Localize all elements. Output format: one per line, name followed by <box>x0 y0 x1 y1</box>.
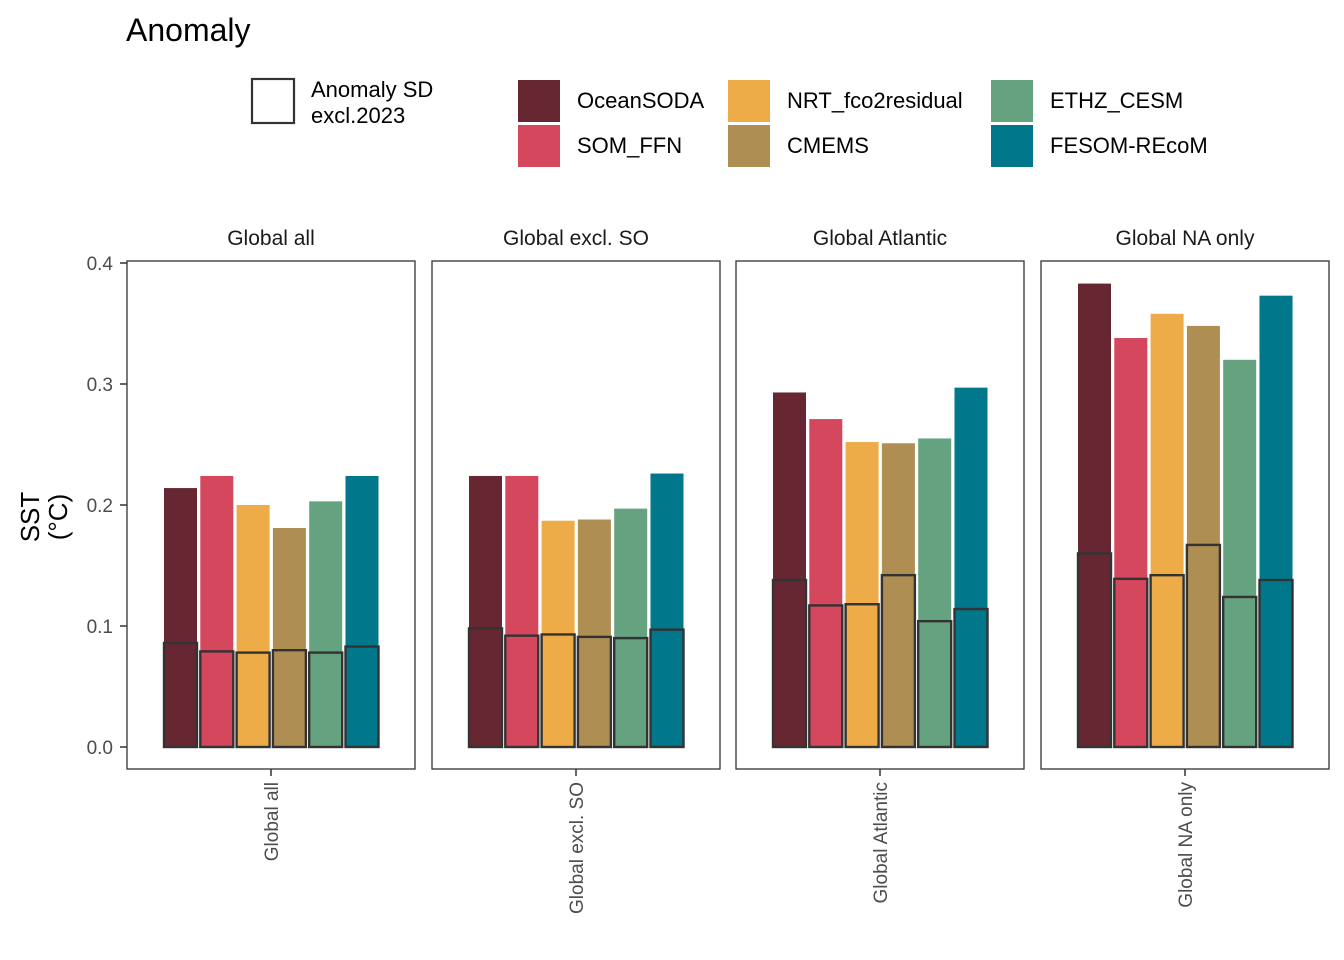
anomaly-bar-som-ffn <box>200 475 234 747</box>
anomaly-bar-fesom-recom <box>1259 295 1293 747</box>
legend-key-fesom-recom <box>991 125 1033 167</box>
legend-key-oceansoda <box>518 80 560 122</box>
sd-bar-nrt-fco2residual <box>844 603 880 749</box>
sd-bar-cmems <box>880 573 917 749</box>
sd-bar-cmems <box>1185 543 1222 749</box>
sd-bar-ethz-cesm <box>308 651 344 749</box>
sd-bar-oceansoda <box>162 641 199 749</box>
sd-bar-fesom-recom <box>1258 578 1294 749</box>
panel-strip-label: Global NA only <box>1116 227 1255 250</box>
panel-global-all: Global all Global all <box>126 227 416 861</box>
panel-global-na-only: Global NA only Global NA only <box>1040 227 1330 908</box>
anomaly-bar-cmems <box>272 527 306 747</box>
legend-key-cmems <box>728 125 770 167</box>
anomaly-bar-oceansoda <box>469 475 502 747</box>
anomaly-bar-oceansoda <box>164 488 197 747</box>
chart-title: Anomaly <box>126 12 251 48</box>
sd-bar-ethz-cesm <box>613 636 649 749</box>
y-axis-title: SST (°C) <box>15 492 73 543</box>
legend-label-fesom-recom: FESOM-REcoM <box>1050 133 1208 158</box>
anomaly-bar-fesom-recom <box>345 475 379 747</box>
legend-label-cmems: CMEMS <box>787 133 869 158</box>
legend: Anomaly SD excl.2023 OceanSODA SOM_FFN NRT… <box>250 77 1208 167</box>
x-tick-label: Global all <box>262 782 283 861</box>
sd-bar-oceansoda <box>467 627 504 749</box>
y-tick-label: 0.3 <box>87 375 113 396</box>
sd-bar-fesom-recom <box>953 607 989 749</box>
y-axis-label: SST <box>15 492 45 543</box>
legend-sd-label-line2: excl.2023 <box>311 103 405 128</box>
x-tick-label: Global NA only <box>1176 782 1197 908</box>
y-tick-label: 0.1 <box>87 617 113 638</box>
sd-bar-som-ffn <box>1113 577 1149 749</box>
anomaly-bar-nrt-fco2residual <box>845 442 879 747</box>
legend-sd-key <box>250 77 296 125</box>
sd-bar-cmems <box>271 649 308 749</box>
sd-bar-fesom-recom <box>344 645 380 749</box>
sd-bar-cmems <box>576 635 613 749</box>
panel-global-excl-so: Global excl. SO Global excl. SO <box>431 227 721 914</box>
anomaly-bar-som-ffn <box>809 419 843 747</box>
y-tick-label: 0.0 <box>87 738 113 759</box>
anomaly-bar-fesom-recom <box>650 473 684 747</box>
legend-key-som-ffn <box>518 125 560 167</box>
anomaly-bar-oceansoda <box>1078 283 1111 747</box>
sd-bar-nrt-fco2residual <box>1149 573 1185 749</box>
sd-bar-som-ffn <box>199 650 235 749</box>
anomaly-bar-cmems <box>1186 325 1220 747</box>
anomaly-bar-cmems <box>577 519 611 747</box>
sd-bar-fesom-recom <box>649 628 685 749</box>
x-tick-label: Global excl. SO <box>567 782 588 914</box>
x-tick-label: Global Atlantic <box>871 782 892 903</box>
legend-key-ethz-cesm <box>991 80 1033 122</box>
sd-bar-nrt-fco2residual <box>540 633 576 749</box>
sd-bar-som-ffn <box>808 604 844 749</box>
anomaly-bar-ethz-cesm <box>1223 359 1257 747</box>
y-axis-unit: (°C) <box>43 494 73 541</box>
panel-strip-label: Global all <box>227 227 315 250</box>
sd-bar-ethz-cesm <box>1221 595 1258 749</box>
sd-bar-som-ffn <box>504 634 540 749</box>
sd-bar-oceansoda <box>1076 552 1113 749</box>
legend-label-som-ffn: SOM_FFN <box>577 133 682 158</box>
y-axis: 0.0 0.1 0.2 0.3 0.4 <box>87 254 127 759</box>
anomaly-bar-ethz-cesm <box>918 438 952 747</box>
anomaly-bar-cmems <box>881 443 915 747</box>
legend-sd-label-line1: Anomaly SD <box>311 77 433 102</box>
anomaly-bar-nrt-fco2residual <box>1150 313 1184 747</box>
anomaly-bar-oceansoda <box>773 392 806 747</box>
panel-strip-label: Global Atlantic <box>813 227 947 250</box>
panel-strip-label: Global excl. SO <box>503 227 649 250</box>
anomaly-bar-ethz-cesm <box>614 508 648 747</box>
y-tick-label: 0.4 <box>87 254 114 275</box>
anomaly-bar-fesom-recom <box>954 387 988 747</box>
anomaly-bar-nrt-fco2residual <box>236 505 270 747</box>
sd-bar-ethz-cesm <box>917 619 953 749</box>
anomaly-bar-som-ffn <box>505 475 539 747</box>
sd-bar-nrt-fco2residual <box>235 651 271 749</box>
anomaly-bar-ethz-cesm <box>309 501 343 747</box>
anomaly-bar-som-ffn <box>1114 338 1148 747</box>
legend-key-nrt-fco2residual <box>728 80 770 122</box>
legend-label-nrt-fco2residual: NRT_fco2residual <box>787 88 963 113</box>
legend-label-ethz-cesm: ETHZ_CESM <box>1050 88 1183 113</box>
legend-label-oceansoda: OceanSODA <box>577 88 704 113</box>
y-tick-label: 0.2 <box>87 496 113 517</box>
panel-global-atlantic: Global Atlantic Global Atlantic <box>735 227 1025 903</box>
sd-bar-oceansoda <box>771 578 808 749</box>
